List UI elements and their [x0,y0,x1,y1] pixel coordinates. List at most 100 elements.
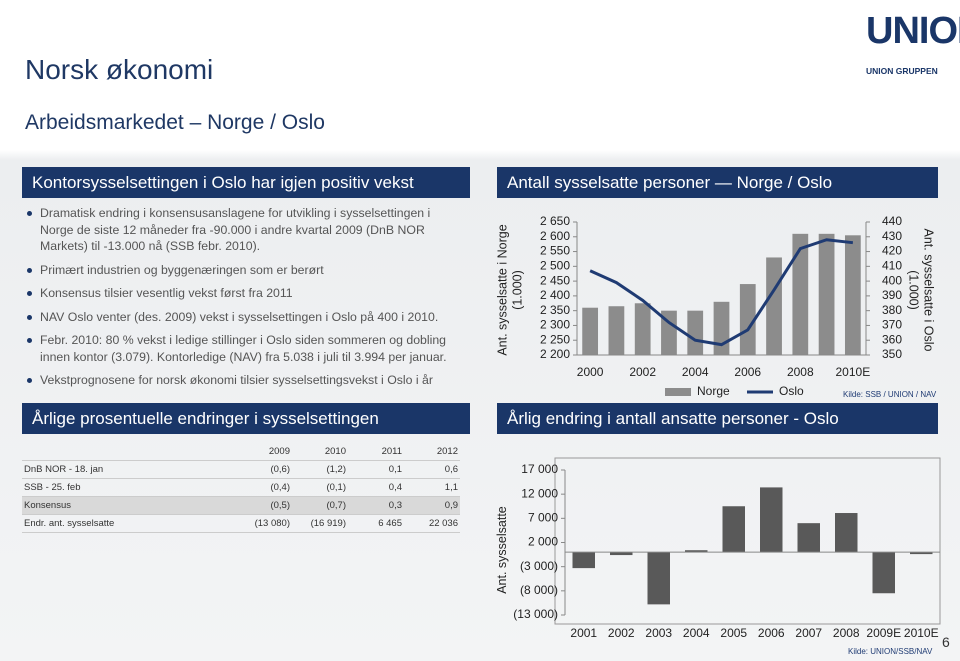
axis-title: Ant. sysselsatte i Oslo (1.000) [906,228,935,352]
x-tick-label: 2004 [683,626,710,640]
y2-tick-label: 390 [882,288,902,302]
table-cell: 1,1 [404,478,460,497]
y2-tick-label: 400 [882,273,902,287]
table-cell: Endr. ant. sysselsatte [22,514,236,533]
x-tick-label: 2002 [608,626,635,640]
x-tick-label: 2004 [682,365,709,379]
bar [792,233,809,355]
table-cell: (0,1) [292,478,348,497]
bar [610,552,633,556]
x-tick-label: 2010E [904,626,939,640]
x-tick-label: 2001 [570,626,597,640]
line-series [589,238,854,347]
bullet: Dramatisk endring i konsensusanslagene f… [24,205,464,255]
column-header: 2011 [348,443,404,461]
x-tick-label: 2009E [866,626,901,640]
bar [910,552,933,555]
table-cell: 0,3 [348,496,404,515]
table-cell: (0,5) [236,496,292,515]
table-cell: (0,4) [236,478,292,497]
bullet-list: Dramatisk endring i konsensusanslagene f… [24,205,464,396]
axis-title: Ant. sysselsatte [495,506,509,594]
y-tick-label: 2 250 [540,332,570,346]
bar [872,552,895,594]
y-tick-label: 2 400 [540,288,570,302]
table-cell: (1,2) [292,460,348,479]
bar [713,301,730,355]
bar [685,550,708,553]
y-tick-label: 2 500 [540,259,570,273]
bar [634,303,651,355]
bar [647,552,670,605]
bar [766,257,782,355]
table-cell: DnB NOR - 18. jan [22,460,236,479]
section-heading: Antall sysselsatte personer — Norge / Os… [497,167,938,198]
logo: UNION [866,10,960,52]
table-cell: 6 465 [348,514,404,533]
y2-tick-label: 440 [882,214,902,228]
y-tick-label: 2 550 [540,244,570,258]
data-table: 2009 2010 2011 2012 DnB NOR - 18. jan (0,6) (1… [22,443,460,533]
bar [739,284,756,355]
table-cell: (0,6) [236,460,292,479]
y-tick-label: (3 000) [520,559,558,573]
y-tick-label: 2 600 [540,229,570,243]
y-tick-label: 12 000 [521,486,558,500]
y-tick-label: 2 650 [540,214,570,228]
column-header: 2009 [236,443,292,461]
y2-tick-label: 420 [882,244,902,258]
y-tick-label: 2 300 [540,318,570,332]
column-header: 2010 [292,443,348,461]
bullet: Primært industrien og byggenæringen som … [24,262,464,279]
y2-tick-label: 410 [882,259,902,273]
logo-subtitle: UNION GRUPPEN [866,66,938,76]
x-tick-label: 2010E [836,365,871,379]
section-heading: Årlige prosentuelle endringer i sysselse… [22,403,470,434]
bar [608,306,625,355]
y-tick-label: 7 000 [528,511,558,525]
y-tick-label: 2 350 [540,303,570,317]
column-header: 2012 [404,443,460,461]
y2-tick-label: 370 [882,318,902,332]
bar [572,552,595,569]
x-tick-label: 2007 [795,626,822,640]
bar [797,523,820,553]
section-heading: Kontorsysselsettingen i Oslo har igjen p… [22,167,470,198]
table-cell: 0,4 [348,478,404,497]
y-tick-label: 2 200 [540,347,570,361]
source-note: Kilde: UNION/SSB/NAV [848,647,933,656]
y-tick-label: 17 000 [521,462,558,476]
table-cell: 0,6 [404,460,460,479]
y-tick-label: 2 450 [540,273,570,287]
y2-tick-label: 360 [882,332,902,346]
legend-swatch [665,388,691,396]
table-cell: (0,7) [292,496,348,515]
x-tick-label: 2000 [577,365,604,379]
legend-label: Norge [697,384,730,398]
x-tick-label: 2005 [720,626,747,640]
table-cell: (16 919) [292,514,348,533]
y-tick-label: (8 000) [520,583,558,597]
table-cell: SSB - 25. feb [22,478,236,497]
table-header-row: 2009 2010 2011 2012 [22,443,460,461]
y-tick-label: (13 000) [513,607,558,621]
table-cell: 22 036 [404,514,460,533]
table-cell: 0,1 [348,460,404,479]
bar [760,487,783,553]
bar [687,310,704,355]
bullet: Konsensus tilsier vesentlig vekst først … [24,285,464,302]
legend-label: Oslo [779,384,804,398]
bar [582,307,599,355]
y2-tick-label: 380 [882,303,902,317]
bar [722,506,745,553]
page-number: 6 [942,634,950,650]
table-row: SSB - 25. feb (0,4) (0,1) 0,4 1,1 [22,478,460,497]
table-row: Endr. ant. sysselsatte (13 080) (16 919) 6 … [22,514,460,533]
x-tick-label: 2006 [734,365,761,379]
bullet: Febr. 2010: 80 % vekst i ledige stilling… [24,332,464,365]
y2-tick-label: 350 [882,347,902,361]
y-tick-label: 2 000 [528,535,558,549]
table-row: DnB NOR - 18. jan (0,6) (1,2) 0,1 0,6 [22,460,460,479]
bar [844,235,861,355]
